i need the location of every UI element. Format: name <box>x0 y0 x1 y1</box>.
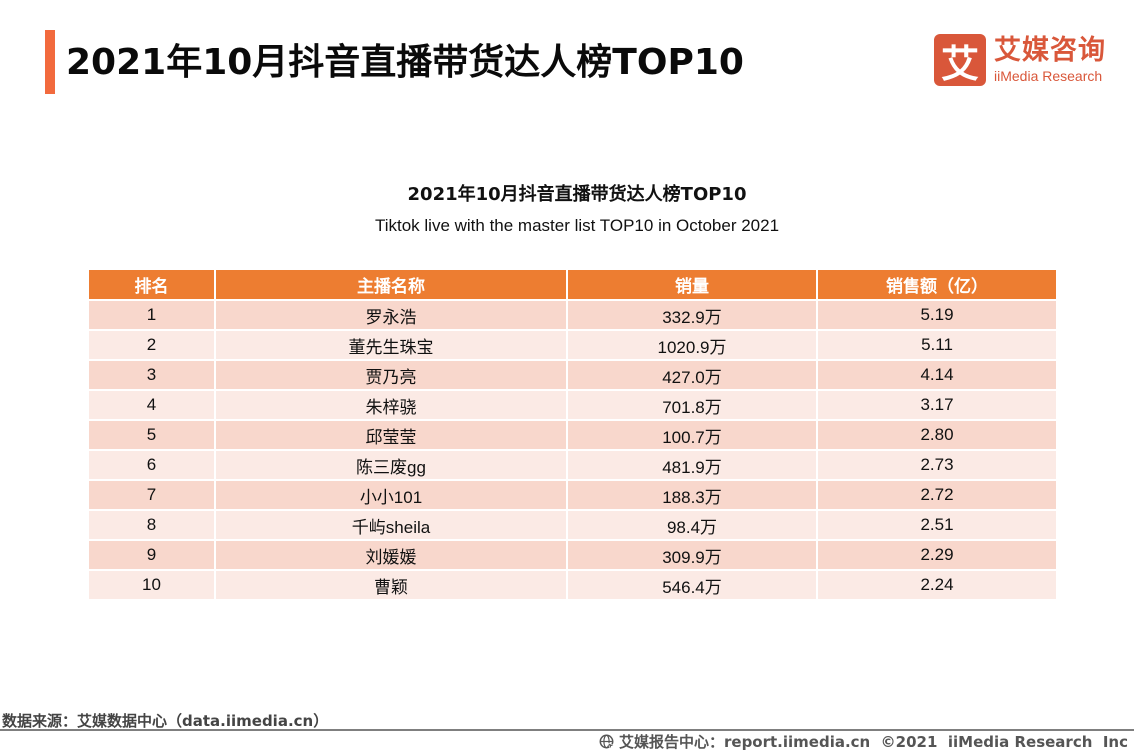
cell-revenue: 2.29 <box>816 539 1058 571</box>
globe-cursor-icon <box>599 734 615 750</box>
cell-sales-volume: 427.0万 <box>566 359 818 391</box>
footer-divider <box>0 729 1134 731</box>
table-title-cn: 2021年10月抖音直播带货达人榜TOP10 <box>407 184 747 205</box>
table-row: 10 曹颖 546.4万 2.24 <box>87 569 1058 601</box>
logo-cn-text: 艾媒咨询 <box>994 35 1106 66</box>
report-center-text: 艾媒报告中心：report.iimedia.cn ©2021 iiMedia R… <box>619 733 1128 751</box>
cell-rank: 9 <box>87 539 216 571</box>
cell-revenue: 5.11 <box>816 329 1058 361</box>
table-row: 8 千屿sheila 98.4万 2.51 <box>87 509 1058 541</box>
footer-report: 艾媒报告中心：report.iimedia.cn ©2021 iiMedia R… <box>599 731 1128 752</box>
cell-sales-volume: 100.7万 <box>566 419 818 451</box>
cell-sales-volume: 188.3万 <box>566 479 818 511</box>
table-row: 6 陈三废gg 481.9万 2.73 <box>87 449 1058 481</box>
cell-sales-volume: 309.9万 <box>566 539 818 571</box>
cell-rank: 7 <box>87 479 216 511</box>
cell-revenue: 2.51 <box>816 509 1058 541</box>
cell-name: 邱莹莹 <box>214 419 568 451</box>
cell-name: 董先生珠宝 <box>214 329 568 361</box>
cell-rank: 8 <box>87 509 216 541</box>
cell-sales-volume: 332.9万 <box>566 299 818 331</box>
logo-mark-icon: 艾 <box>934 34 986 86</box>
data-source-note: 数据来源：艾媒数据中心（data.iimedia.cn） <box>2 712 329 730</box>
table-row: 9 刘媛媛 309.9万 2.29 <box>87 539 1058 571</box>
column-header-name: 主播名称 <box>214 268 568 301</box>
cell-revenue: 2.72 <box>816 479 1058 511</box>
cell-revenue: 2.80 <box>816 419 1058 451</box>
cell-name: 小小101 <box>214 479 568 511</box>
table-row: 4 朱梓骁 701.8万 3.17 <box>87 389 1058 421</box>
column-header-sales-volume: 销量 <box>566 268 818 301</box>
cell-rank: 2 <box>87 329 216 361</box>
cell-sales-volume: 481.9万 <box>566 449 818 481</box>
cell-name: 朱梓骁 <box>214 389 568 421</box>
cell-rank: 1 <box>87 299 216 331</box>
cell-rank: 3 <box>87 359 216 391</box>
table-row: 2 董先生珠宝 1020.9万 5.11 <box>87 329 1058 361</box>
table-row: 5 邱莹莹 100.7万 2.80 <box>87 419 1058 451</box>
table-row: 7 小小101 188.3万 2.72 <box>87 479 1058 511</box>
cell-sales-volume: 1020.9万 <box>566 329 818 361</box>
cell-sales-volume: 701.8万 <box>566 389 818 421</box>
page-title: 2021年10月抖音直播带货达人榜TOP10 <box>66 42 744 83</box>
cell-name: 陈三废gg <box>214 449 568 481</box>
cell-sales-volume: 98.4万 <box>566 509 818 541</box>
table-header-row: 排名 主播名称 销量 销售额（亿） <box>87 268 1058 301</box>
table-row: 3 贾乃亮 427.0万 4.14 <box>87 359 1058 391</box>
table-title-en: Tiktok live with the master list TOP10 i… <box>374 216 780 235</box>
cell-revenue: 5.19 <box>816 299 1058 331</box>
cell-name: 刘媛媛 <box>214 539 568 571</box>
cell-revenue: 2.24 <box>816 569 1058 601</box>
table-row: 1 罗永浩 332.9万 5.19 <box>87 299 1058 331</box>
cell-revenue: 2.73 <box>816 449 1058 481</box>
ranking-table: 排名 主播名称 销量 销售额（亿） 1 罗永浩 332.9万 5.19 2 董先生珠宝 10… <box>87 268 1058 601</box>
cell-name: 贾乃亮 <box>214 359 568 391</box>
cell-rank: 4 <box>87 389 216 421</box>
cell-sales-volume: 546.4万 <box>566 569 818 601</box>
logo-en-text: iiMedia Research <box>994 68 1103 84</box>
cell-rank: 6 <box>87 449 216 481</box>
iimedia-logo: 艾 艾媒咨询 iiMedia Research <box>934 33 1106 87</box>
cell-name: 曹颖 <box>214 569 568 601</box>
title-accent-bar <box>45 30 55 94</box>
cell-rank: 10 <box>87 569 216 601</box>
column-header-rank: 排名 <box>87 268 216 301</box>
cell-name: 千屿sheila <box>214 509 568 541</box>
cell-rank: 5 <box>87 419 216 451</box>
cell-name: 罗永浩 <box>214 299 568 331</box>
column-header-revenue: 销售额（亿） <box>816 268 1058 301</box>
cell-revenue: 4.14 <box>816 359 1058 391</box>
cell-revenue: 3.17 <box>816 389 1058 421</box>
